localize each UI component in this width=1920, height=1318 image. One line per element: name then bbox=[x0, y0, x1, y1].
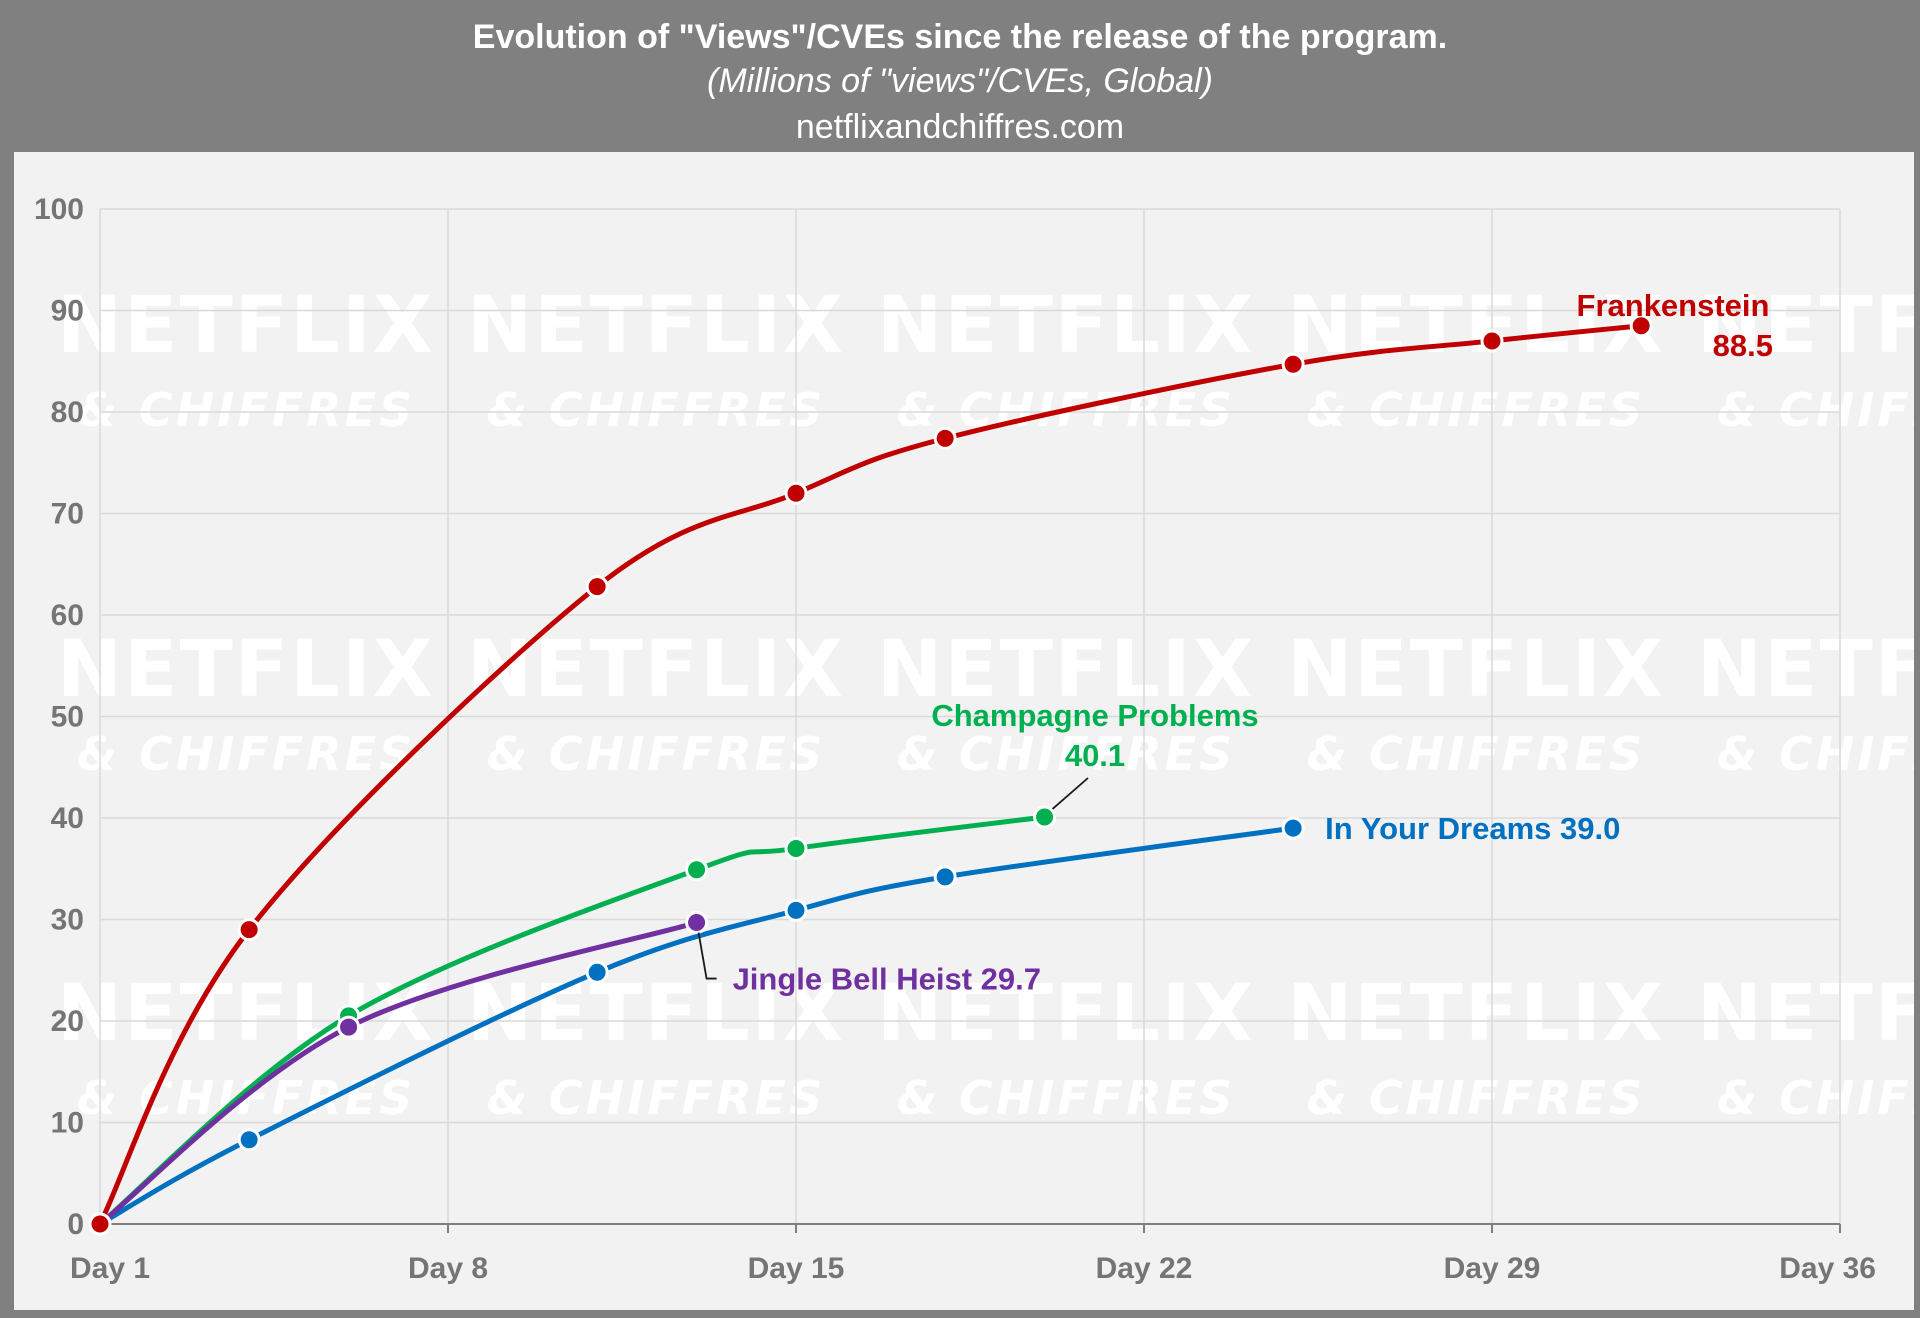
watermark: NETFLIX & CHIFFRES NETFLIX & CHIFFRES NETFLI… bbox=[57, 281, 1914, 1125]
series-labels: Frankenstein 88.5 Champagne Problems 40.1 In… bbox=[697, 288, 1773, 997]
watermark-chiffres: & CHIFFRES bbox=[897, 727, 1235, 781]
watermark-netflix: NETFLIX bbox=[1287, 625, 1665, 715]
x-tick-label: Day 15 bbox=[748, 1252, 845, 1285]
data-point-frankenstein bbox=[237, 918, 261, 942]
watermark-netflix: NETFLIX bbox=[467, 969, 845, 1059]
y-tick-label: 0 bbox=[67, 1208, 84, 1241]
watermark-netflix: NETFLIX bbox=[57, 625, 435, 715]
data-point-frankenstein bbox=[933, 426, 957, 450]
y-tick-label: 100 bbox=[34, 193, 84, 226]
leader-line-jingle bbox=[697, 932, 717, 980]
data-point-jingle-bell-heist bbox=[685, 911, 709, 935]
watermark-netflix: NETFLIX bbox=[877, 625, 1255, 715]
y-tick-label: 70 bbox=[51, 498, 84, 531]
watermark-netflix: NETFLIX bbox=[467, 281, 845, 371]
series-jingle-bell-heist bbox=[88, 911, 709, 1236]
grid bbox=[99, 208, 1841, 1225]
leader-line-champagne bbox=[1051, 777, 1089, 810]
x-tick-label: Day 22 bbox=[1096, 1252, 1193, 1285]
y-tick-label: 60 bbox=[51, 599, 84, 632]
data-point-champagne-problems bbox=[784, 836, 808, 860]
watermark-chiffres: & CHIFFRES bbox=[1717, 383, 1914, 437]
y-tick-label: 80 bbox=[51, 396, 84, 429]
y-tick-label: 50 bbox=[51, 701, 84, 734]
y-tick-label: 30 bbox=[51, 904, 84, 937]
data-point-in-your-dreams bbox=[933, 865, 957, 889]
watermark-chiffres: & CHIFFRES bbox=[1717, 1071, 1914, 1125]
x-tick-label: Day 8 bbox=[408, 1252, 488, 1285]
x-tick-label: Day 29 bbox=[1444, 1252, 1541, 1285]
data-point-champagne-problems bbox=[685, 858, 709, 882]
series-line-champagne-problems bbox=[97, 814, 1048, 1227]
watermark-chiffres: & CHIFFRES bbox=[487, 727, 825, 781]
chart-panel: NETFLIX & CHIFFRES NETFLIX & CHIFFRES NETFLI… bbox=[14, 152, 1914, 1310]
label-frankenstein-name: Frankenstein bbox=[1577, 288, 1770, 323]
watermark-chiffres: & CHIFFRES bbox=[77, 727, 415, 781]
watermark-netflix: NETFLIX bbox=[877, 969, 1255, 1059]
y-tick-label: 90 bbox=[51, 295, 84, 328]
chart-header: Evolution of "Views"/CVEs since the rele… bbox=[0, 0, 1920, 152]
label-in-your-dreams: In Your Dreams 39.0 bbox=[1325, 811, 1620, 846]
line-chart: NETFLIX & CHIFFRES NETFLIX & CHIFFRES NETFLI… bbox=[34, 193, 1914, 1285]
watermark-chiffres: & CHIFFRES bbox=[1307, 1071, 1645, 1125]
watermark-netflix: NETFLIX bbox=[1697, 281, 1914, 371]
axes: Day 1 Day 8 Day 15 Day 22 Day 29 Day 36 0 10 20 3… bbox=[34, 193, 1876, 1285]
chart-title: Evolution of "Views"/CVEs since the rele… bbox=[472, 18, 1448, 56]
watermark-netflix: NETFLIX bbox=[1697, 969, 1914, 1059]
data-point-in-your-dreams bbox=[237, 1128, 261, 1152]
watermark-netflix: NETFLIX bbox=[57, 281, 435, 371]
data-point-jingle-bell-heist bbox=[337, 1015, 361, 1039]
watermark-netflix: NETFLIX bbox=[467, 625, 845, 715]
watermark-chiffres: & CHIFFRES bbox=[487, 1071, 825, 1125]
data-point-frankenstein bbox=[1281, 352, 1305, 376]
data-point-in-your-dreams bbox=[585, 960, 609, 984]
chart-source: netflixandchiffres.com bbox=[795, 108, 1125, 146]
data-point-champagne-problems bbox=[1033, 805, 1057, 829]
watermark-chiffres: & CHIFFRES bbox=[1307, 727, 1645, 781]
label-jingle-bell-heist: Jingle Bell Heist 29.7 bbox=[733, 962, 1041, 997]
watermark-chiffres: & CHIFFRES bbox=[1717, 727, 1914, 781]
watermark-chiffres: & CHIFFRES bbox=[487, 383, 825, 437]
label-champagne-value: 40.1 bbox=[1065, 738, 1125, 773]
watermark-chiffres: & CHIFFRES bbox=[897, 1071, 1235, 1125]
watermark-netflix: NETFLIX bbox=[57, 969, 435, 1059]
data-point-frankenstein bbox=[784, 481, 808, 505]
watermark-chiffres: & CHIFFRES bbox=[1307, 383, 1645, 437]
data-point-frankenstein bbox=[1629, 314, 1653, 338]
watermark-netflix: NETFLIX bbox=[1287, 969, 1665, 1059]
watermark-netflix: NETFLIX bbox=[1697, 625, 1914, 715]
label-champagne-name: Champagne Problems bbox=[931, 698, 1258, 733]
x-tick-label: Day 1 bbox=[70, 1252, 150, 1285]
y-tick-label: 40 bbox=[51, 802, 84, 835]
chart-subtitle: (Millions of "views"/CVEs, Global) bbox=[707, 62, 1213, 100]
data-point-frankenstein bbox=[585, 575, 609, 599]
series-layer bbox=[88, 314, 1653, 1236]
series-frankenstein bbox=[88, 314, 1653, 1236]
watermark-chiffres: & CHIFFRES bbox=[77, 383, 415, 437]
data-point-frankenstein bbox=[1480, 329, 1504, 353]
series-in-your-dreams bbox=[88, 816, 1305, 1236]
data-point-in-your-dreams bbox=[784, 898, 808, 922]
label-frankenstein-value: 88.5 bbox=[1713, 328, 1773, 363]
data-point-in-your-dreams bbox=[1281, 816, 1305, 840]
data-point-frankenstein bbox=[88, 1212, 112, 1236]
watermark-netflix: NETFLIX bbox=[877, 281, 1255, 371]
y-tick-label: 10 bbox=[51, 1107, 84, 1140]
x-tick-label: Day 36 bbox=[1779, 1252, 1876, 1285]
y-tick-label: 20 bbox=[51, 1005, 84, 1038]
